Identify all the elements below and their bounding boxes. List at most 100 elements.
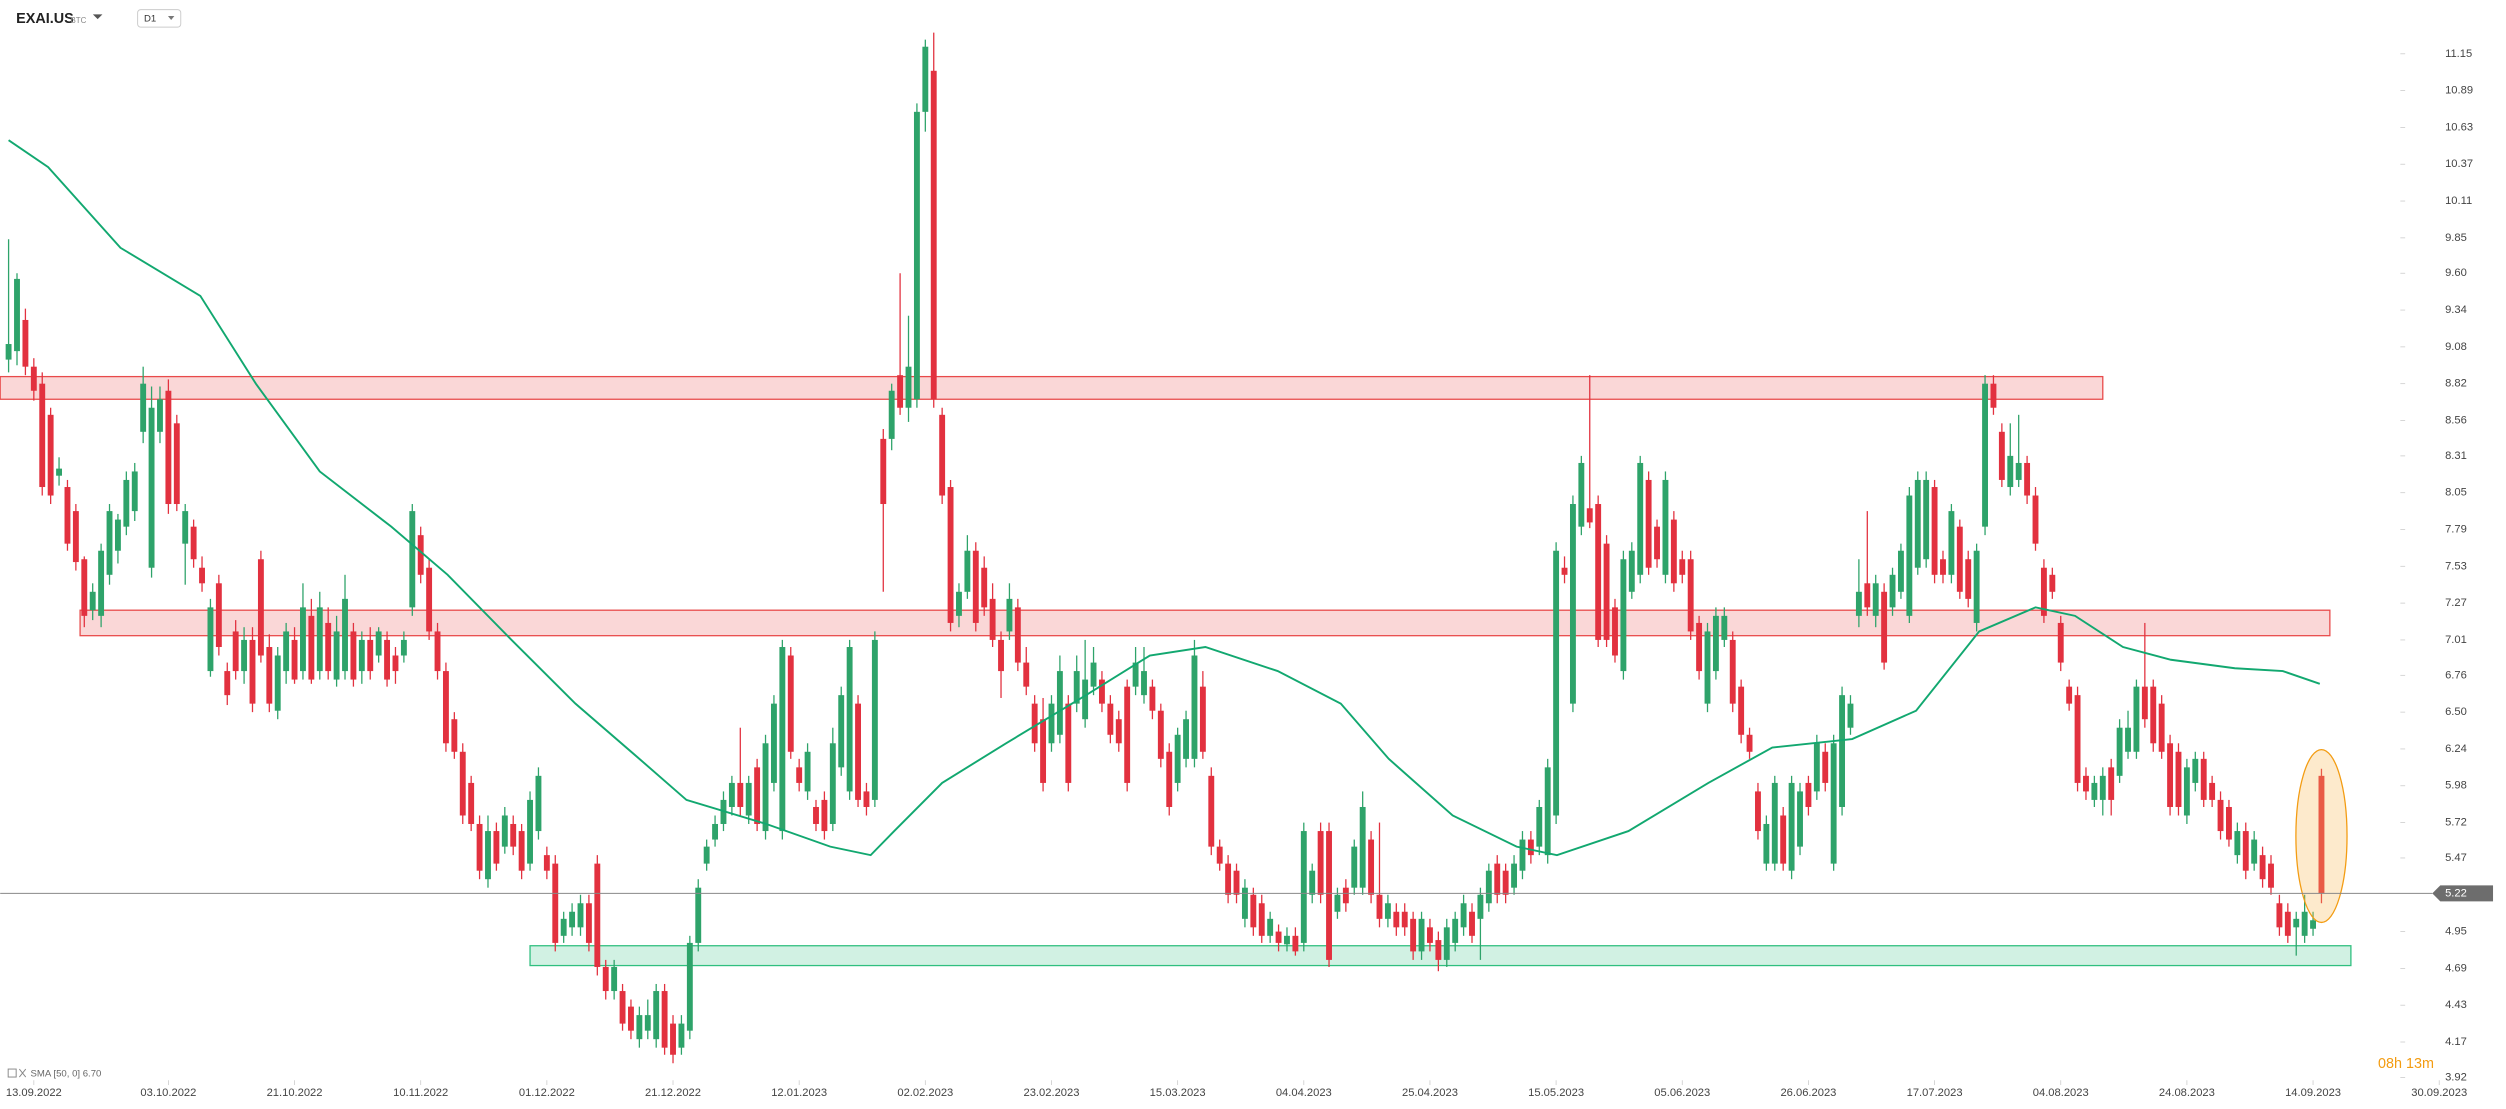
- plot: [0, 32, 2433, 1064]
- candle-body: [1990, 383, 1997, 408]
- candle-body: [173, 423, 180, 505]
- candle-body: [686, 942, 693, 1031]
- candle-body: [2183, 767, 2190, 816]
- candle-body: [1452, 918, 1459, 943]
- candle-body: [1830, 743, 1837, 864]
- candle-body: [2192, 758, 2199, 783]
- highlight: [2295, 748, 2348, 924]
- candle-body: [485, 831, 491, 880]
- candle-body: [1696, 622, 1703, 672]
- candle-body: [2057, 622, 2064, 663]
- candle-body: [829, 743, 836, 824]
- candle-body: [409, 511, 416, 608]
- x-tick-label: 30.09.2023: [2411, 1087, 2467, 1099]
- candle-body: [64, 487, 71, 544]
- x-tick-label: 14.09.2023: [2285, 1087, 2341, 1099]
- candle-body: [1040, 719, 1047, 783]
- candle-body: [459, 751, 466, 816]
- candle-body: [1544, 767, 1551, 856]
- candle-body: [871, 639, 878, 800]
- candle-body: [1746, 734, 1753, 752]
- candle-body: [5, 344, 12, 360]
- candle-body: [964, 550, 971, 592]
- candle-body: [417, 535, 424, 575]
- y-tick-label: 10.63: [2445, 121, 2473, 133]
- x-tick-label: 04.08.2023: [2033, 1087, 2089, 1099]
- candle-body: [712, 823, 719, 840]
- x-tick-label: 15.03.2023: [1150, 1087, 1206, 1099]
- timeframe-select[interactable]: [137, 9, 182, 28]
- candle-body: [1443, 927, 1450, 960]
- candle-body: [39, 383, 46, 488]
- candle-body: [1284, 935, 1290, 945]
- candle-body: [1578, 462, 1585, 527]
- candle-body: [1157, 710, 1164, 759]
- indicator-close[interactable]: [18, 1068, 27, 1078]
- candle-body: [283, 631, 290, 672]
- candle-body: [1073, 671, 1080, 704]
- candle-body: [1603, 543, 1610, 640]
- candle-body: [106, 511, 113, 575]
- candle-body: [1721, 615, 1728, 640]
- candle-body: [1595, 504, 1602, 640]
- candle-body: [47, 414, 54, 496]
- candle-body: [2301, 911, 2308, 936]
- y-tick-label: 9.60: [2445, 267, 2467, 279]
- candle-body: [678, 1023, 685, 1048]
- x-tick-label: 21.12.2022: [645, 1087, 701, 1099]
- candle-body: [1948, 511, 1955, 575]
- candle-body: [2259, 855, 2266, 880]
- candle-body: [1855, 591, 1862, 616]
- ticker: EXAI.US: [16, 11, 74, 27]
- candle-body: [72, 511, 79, 563]
- candle-body: [2209, 782, 2216, 800]
- candle-body: [1014, 607, 1021, 663]
- candle-body: [2015, 462, 2022, 480]
- y-tick-label: 10.89: [2445, 85, 2473, 97]
- candle-body: [1460, 903, 1467, 928]
- candle-body: [291, 639, 298, 680]
- candle-body: [594, 863, 601, 967]
- candle-body: [1645, 479, 1652, 568]
- indicator-icon[interactable]: [7, 1068, 17, 1078]
- candle-body: [2276, 903, 2283, 928]
- candle-body: [998, 639, 1004, 672]
- zone: [79, 609, 2331, 637]
- y-tick-label: 5.98: [2445, 780, 2467, 792]
- candle-body: [1342, 887, 1349, 904]
- candle-body: [1511, 863, 1518, 888]
- candle-body: [602, 966, 609, 992]
- candle-body: [703, 846, 710, 864]
- y-tick-label: 3.92: [2445, 1071, 2467, 1083]
- candle-body: [114, 519, 121, 551]
- y-tick-label: 7.01: [2445, 634, 2467, 646]
- candle-body: [1065, 703, 1072, 783]
- candle-body: [1267, 918, 1274, 936]
- candle-body: [1906, 495, 1913, 616]
- candle-body: [2091, 782, 2098, 800]
- x-tick-label: 24.08.2023: [2159, 1087, 2215, 1099]
- candle-body: [1536, 806, 1543, 847]
- candle-body: [342, 598, 348, 672]
- candle-body: [392, 655, 399, 672]
- candle-body: [1839, 695, 1846, 807]
- candle-body: [274, 655, 281, 711]
- y-tick-label: 9.85: [2445, 232, 2467, 244]
- candle-body: [661, 991, 668, 1048]
- zone: [0, 375, 2104, 400]
- x-tick-label: 25.04.2023: [1402, 1087, 1458, 1099]
- candle-body: [2318, 775, 2325, 894]
- candle-body: [22, 319, 29, 367]
- candle-body: [1233, 870, 1240, 895]
- candle-body: [2049, 574, 2056, 592]
- candle-body: [2268, 863, 2274, 888]
- y-tick-label: 10.37: [2445, 158, 2473, 170]
- candle-body: [1502, 870, 1509, 895]
- candle-body: [1914, 479, 1921, 568]
- candle-body: [2293, 918, 2300, 928]
- candle-body: [1687, 559, 1694, 632]
- candle-body: [98, 550, 105, 616]
- ticker-dropdown[interactable]: [92, 14, 103, 20]
- candle-body: [888, 390, 895, 439]
